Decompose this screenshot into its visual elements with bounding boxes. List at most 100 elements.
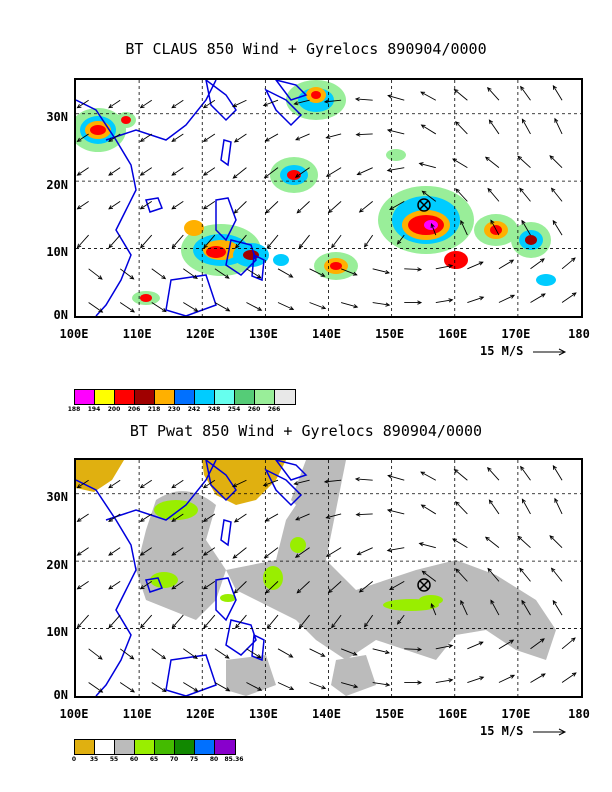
wind-arrow-icon — [341, 302, 359, 309]
wind-arrow-icon — [341, 682, 359, 689]
wind-arrow-icon — [372, 682, 391, 687]
wind-arrow-icon — [364, 614, 374, 628]
panel1-ref-vector: 15 M/S — [480, 344, 569, 358]
wind-arrow-icon — [76, 614, 89, 629]
wind-arrow-icon — [460, 219, 468, 236]
wind-arrow-icon — [309, 682, 327, 690]
wind-arrow-icon — [76, 234, 89, 249]
wind-arrow-icon — [520, 85, 531, 101]
wind-arrow-icon — [214, 268, 230, 279]
colorbar-label: 65 — [149, 756, 159, 763]
wind-arrow-icon — [358, 581, 373, 593]
coastline-path — [145, 197, 163, 213]
wind-arrow-icon — [340, 268, 358, 276]
panel1-ylabel-30n: 30N — [46, 110, 68, 124]
wind-arrow-icon — [108, 99, 121, 109]
wind-arrow-icon — [521, 219, 531, 236]
wind-arrow-icon — [389, 200, 405, 211]
colorbar-label: 200 — [107, 406, 121, 413]
wind-arrow-icon — [467, 296, 485, 303]
wind-arrow-icon — [519, 567, 531, 582]
wind-arrow-icon — [554, 117, 563, 135]
wind-arrow-icon — [108, 479, 121, 489]
wind-arrow-icon — [561, 672, 577, 683]
panel2-xlabel: 160E — [438, 707, 468, 721]
wind-arrow-icon — [421, 570, 437, 582]
wind-arrow-icon — [277, 682, 295, 691]
wind-arrow-icon — [234, 614, 247, 629]
wind-arrow-icon — [171, 200, 184, 210]
wind-arrow-icon — [108, 234, 121, 249]
wind-arrow-icon — [309, 268, 326, 277]
wind-arrow-icon — [139, 614, 153, 629]
wind-arrow-icon — [467, 676, 485, 683]
wind-arrow-icon — [487, 187, 500, 202]
colorbar-swatch — [75, 390, 95, 404]
wind-arrow-icon — [386, 167, 405, 173]
wind-arrow-icon — [108, 580, 121, 590]
panel1-xlabel: 110E — [122, 327, 152, 341]
wind-arrow-icon — [296, 581, 310, 594]
wind-arrow-icon — [88, 682, 104, 693]
wind-arrow-icon — [214, 648, 230, 659]
coastline-path — [105, 80, 217, 141]
panel2-ref-vector: 15 M/S — [480, 724, 569, 738]
wind-arrow-icon — [265, 201, 279, 214]
wind-arrow-icon — [354, 97, 373, 102]
wind-arrow-icon — [327, 581, 342, 594]
wind-arrow-icon — [88, 302, 104, 313]
coastline-path — [220, 139, 232, 167]
panel2-xlabel: 100E — [59, 707, 89, 721]
wind-arrow-icon — [139, 479, 152, 489]
colorbar-swatch — [135, 390, 155, 404]
wind-arrow-icon — [151, 302, 167, 313]
coastline-path — [251, 253, 265, 282]
wind-arrow-icon — [519, 187, 531, 202]
panel2-xlabel: 140E — [312, 707, 341, 721]
wind-arrow-icon — [453, 88, 468, 101]
panel1-xlabel: 140E — [312, 327, 341, 341]
wind-arrow-icon — [420, 504, 437, 515]
wind-arrow-icon — [404, 647, 423, 652]
coastline-path — [251, 633, 265, 662]
wind-arrow-icon — [467, 261, 484, 270]
wind-arrow-icon — [452, 158, 468, 169]
wind-arrow-icon — [455, 501, 468, 515]
wind-arrow-icon — [296, 201, 310, 214]
wind-arrow-icon — [404, 300, 423, 305]
colorbar-label: 60 — [129, 756, 139, 763]
wind-arrow-icon — [293, 99, 310, 106]
wind-arrow-icon — [358, 201, 373, 213]
wind-arrow-icon — [119, 302, 135, 313]
wind-arrow-icon — [387, 474, 405, 481]
wind-arrow-icon — [202, 580, 216, 590]
wind-arrow-icon — [488, 119, 500, 135]
wind-arrow-icon — [530, 258, 545, 270]
wind-arrow-icon — [552, 219, 563, 236]
wind-arrow-icon — [76, 580, 89, 590]
wind-arrow-icon — [420, 91, 437, 101]
wind-vectors — [76, 85, 577, 313]
precipitable-water-shading — [76, 460, 556, 696]
panel2-title: BT Pwat 850 Wind + Gyrelocs 890904/0000 — [129, 422, 483, 440]
panel1-ylabel-0n: 0N — [53, 308, 68, 322]
wind-arrow-icon — [246, 648, 262, 659]
gyre-marker-icon — [417, 198, 431, 212]
wind-arrow-icon — [387, 94, 405, 101]
wind-arrow-icon — [455, 568, 468, 582]
colorbar-label: 70 — [169, 756, 179, 763]
wind-arrow-icon — [232, 167, 247, 179]
wind-arrow-icon — [418, 162, 436, 169]
colorbar-swatch — [255, 390, 275, 404]
panel2-ylabel-0n: 0N — [53, 688, 68, 702]
wind-arrow-icon — [246, 268, 262, 279]
panel2-ylabel-30n: 30N — [46, 490, 68, 504]
wind-arrow-icon — [108, 133, 121, 142]
wind-arrow-icon — [467, 641, 484, 650]
coastline-path — [215, 577, 237, 622]
wind-arrow-icon — [396, 234, 405, 245]
wind-arrow-icon — [234, 234, 247, 249]
wind-arrow-icon — [487, 86, 500, 101]
wind-arrow-icon — [552, 465, 563, 481]
wind-arrow-icon — [88, 648, 103, 660]
